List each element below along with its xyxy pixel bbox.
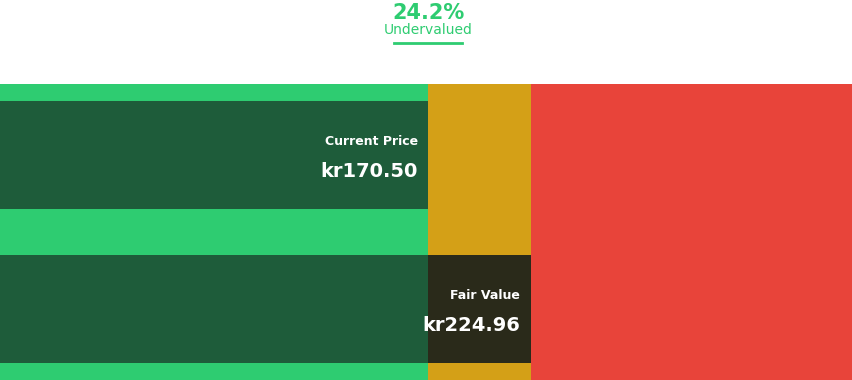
Bar bbox=[0, 101, 428, 209]
Bar bbox=[0, 255, 530, 363]
Text: Current Price: Current Price bbox=[325, 135, 417, 148]
Bar bbox=[530, 84, 852, 380]
Bar bbox=[0, 84, 428, 380]
Text: Fair Value: Fair Value bbox=[450, 289, 520, 302]
Bar bbox=[428, 255, 530, 363]
Text: kr224.96: kr224.96 bbox=[422, 316, 520, 335]
Text: Undervalued: Undervalued bbox=[383, 24, 472, 37]
Text: kr170.50: kr170.50 bbox=[320, 163, 417, 182]
Text: 24.2%: 24.2% bbox=[392, 3, 463, 23]
Bar bbox=[428, 84, 530, 380]
